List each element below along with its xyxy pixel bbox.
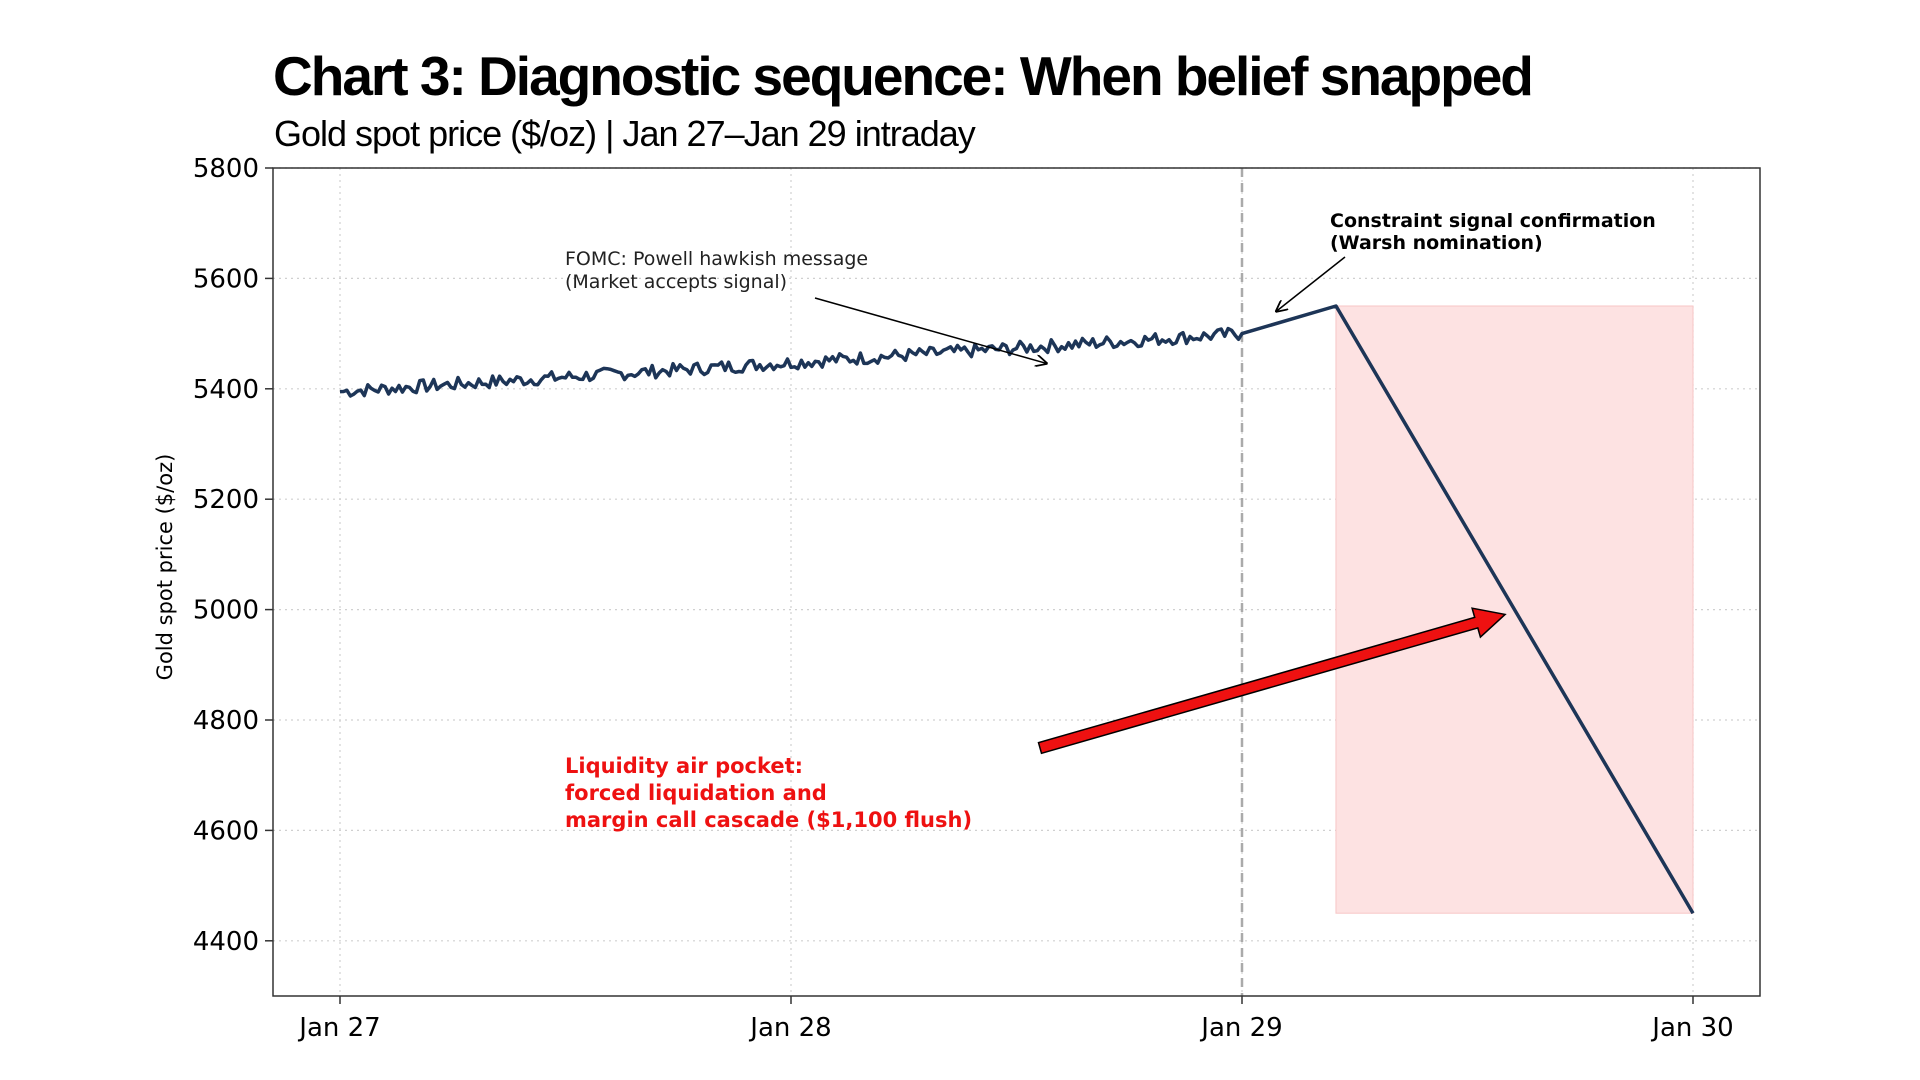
chart-title: Chart 3: Diagnostic sequence: When belie… — [273, 45, 1534, 107]
annotation-warsh-arrow — [1276, 256, 1346, 311]
y-tick-label: 5200 — [193, 485, 259, 515]
y-axis-ticks: 4400 4600 4800 5000 5200 5400 5600 5800 — [193, 154, 273, 957]
annotation-liquidity: Liquidity air pocket: forced liquidation… — [565, 607, 1507, 832]
svg-text:Constraint signal confirmation: Constraint signal confirmation (Warsh no… — [1330, 210, 1662, 254]
annotation-liquidity-line-1: Liquidity air pocket: — [565, 754, 803, 778]
y-tick-label: 5600 — [193, 264, 259, 294]
svg-text:FOMC: Powell hawkish message: FOMC: Powell hawkish message (Market acc… — [565, 248, 874, 293]
annotation-fomc-line-2: (Market accepts signal) — [565, 271, 787, 293]
y-tick-label: 5000 — [193, 596, 259, 626]
plot-frame — [272, 167, 1761, 997]
y-tick-label: 4800 — [193, 706, 259, 736]
annotation-warsh-line-1: Constraint signal confirmation — [1330, 210, 1656, 232]
x-axis-ticks: Jan 27 Jan 28 Jan 29 Jan 30 — [297, 996, 1734, 1043]
y-tick-label: 4400 — [193, 927, 259, 957]
x-tick-label: Jan 28 — [748, 1013, 831, 1043]
annotation-fomc: FOMC: Powell hawkish message (Market acc… — [565, 248, 1047, 363]
annotation-warsh: Constraint signal confirmation (Warsh no… — [1276, 210, 1662, 311]
annotation-liquidity-line-2: forced liquidation and — [565, 781, 827, 805]
x-tick-label: Jan 29 — [1199, 1013, 1282, 1043]
y-axis-label: Gold spot price ($/oz) — [153, 454, 177, 681]
x-tick-label: Jan 27 — [297, 1013, 380, 1043]
svg-text:Liquidity air pocket: fo: Liquidity air pocket: forced liquidation… — [565, 754, 972, 832]
gold-price-line — [339, 304, 1695, 915]
annotation-fomc-arrow — [814, 297, 1047, 363]
annotation-warsh-line-2: (Warsh nomination) — [1330, 232, 1543, 254]
x-tick-label: Jan 30 — [1650, 1013, 1733, 1043]
chart-subtitle: Gold spot price ($/oz) | Jan 27–Jan 29 i… — [274, 113, 976, 154]
y-tick-label: 5800 — [193, 154, 259, 184]
y-tick-label: 4600 — [193, 816, 259, 846]
annotation-liquidity-line-3: margin call cascade ($1,100 flush) — [565, 808, 972, 832]
annotation-fomc-line-1: FOMC: Powell hawkish message — [565, 248, 868, 270]
y-tick-label: 5400 — [193, 375, 259, 405]
annotation-liquidity-arrow — [1037, 607, 1507, 755]
